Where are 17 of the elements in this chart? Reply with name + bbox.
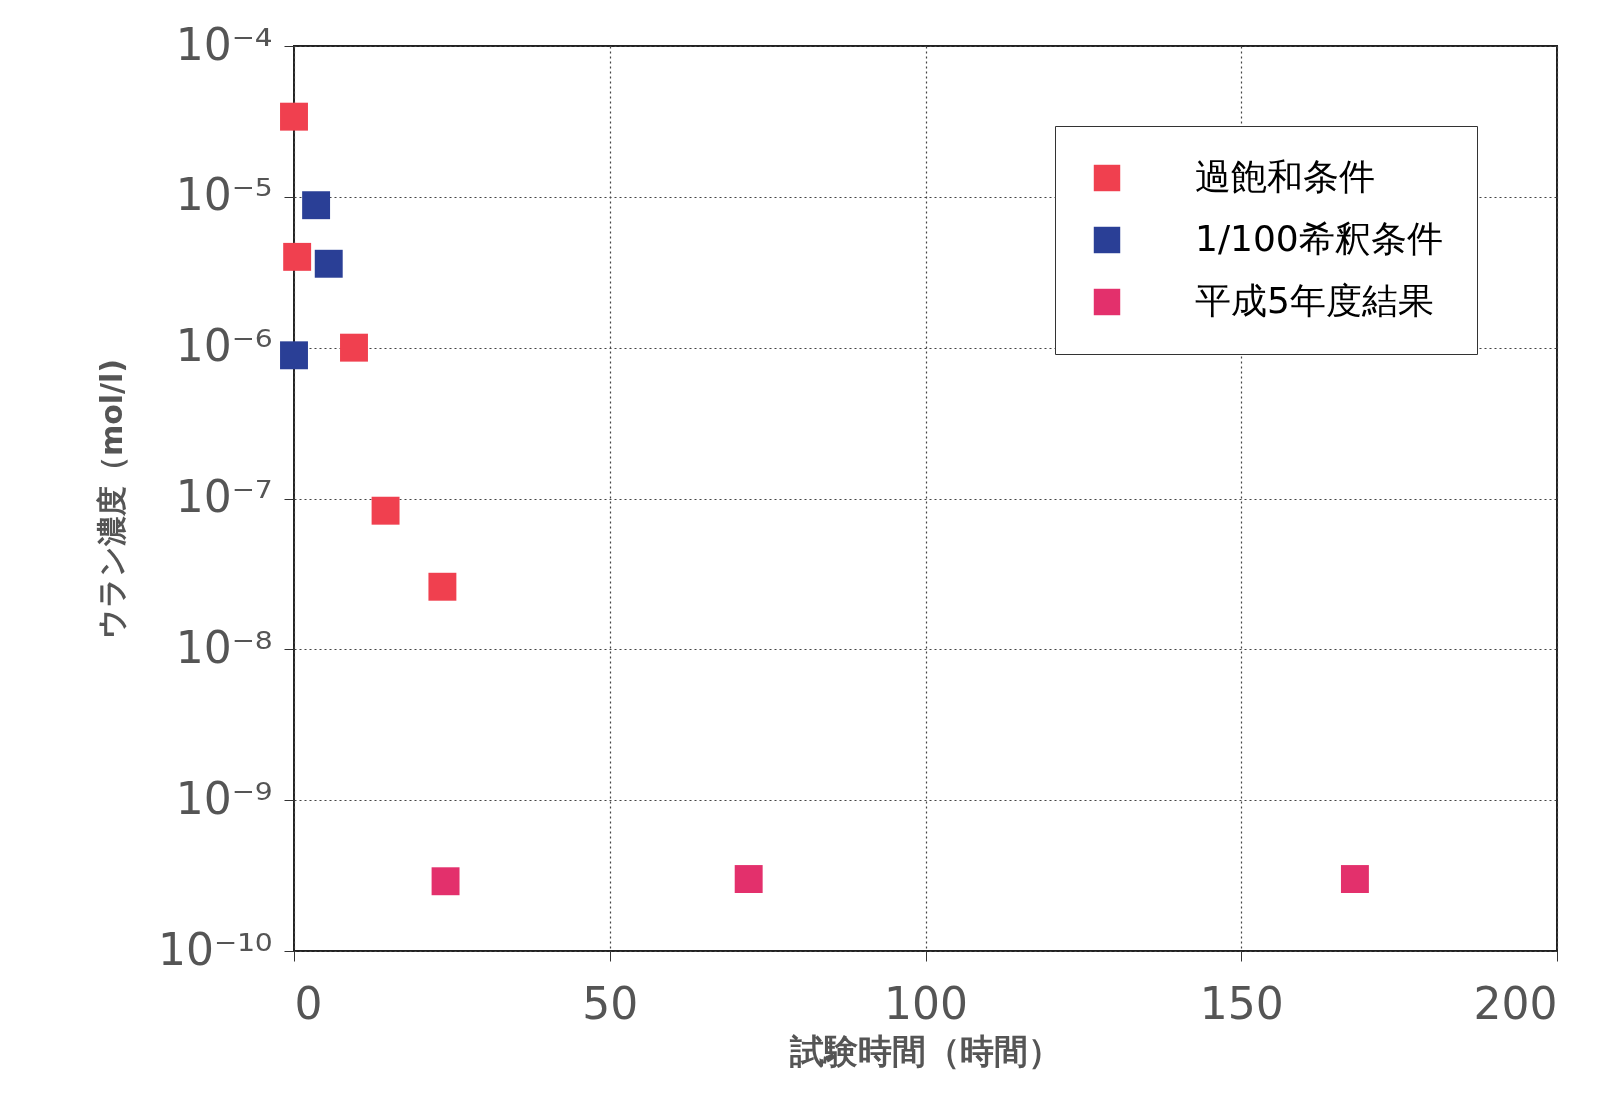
y-tick-label: 10⁻⁵ (175, 169, 273, 221)
x-tick-label: 150 (1199, 977, 1284, 1029)
y-tick-label: 10⁻⁸ (175, 621, 273, 673)
x-axis-title: 試験時間（時間） (789, 1030, 1062, 1071)
y-tick-label: 10⁻¹⁰ (158, 923, 273, 975)
legend-label: 平成5年度結果 (1195, 280, 1434, 321)
y-tick-label: 10⁻⁷ (175, 471, 273, 522)
y-tick-label: 10⁻⁶ (175, 320, 273, 372)
legend-label: 1/100希釈条件 (1195, 218, 1443, 259)
y-axis-title: ウラン濃度（mol/l) (94, 358, 130, 640)
x-tick-label: 50 (582, 977, 639, 1029)
legend-label: 過飽和条件 (1195, 156, 1375, 197)
y-tick-label: 10⁻⁴ (175, 18, 273, 70)
x-tick-label: 0 (294, 977, 323, 1029)
x-tick-label: 100 (884, 977, 968, 1029)
x-tick-label: 200 (1473, 977, 1558, 1029)
y-tick-label: 10⁻⁹ (175, 772, 273, 824)
